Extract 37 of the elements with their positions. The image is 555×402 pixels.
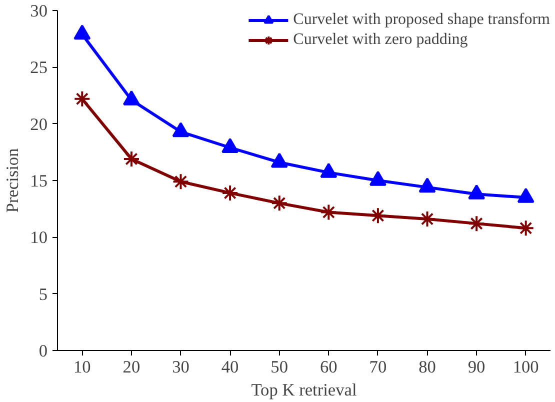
x-tick-label: 70 — [369, 358, 387, 376]
point — [418, 178, 436, 193]
x-tick-label: 20 — [122, 358, 140, 376]
point — [122, 90, 140, 106]
y-axis-title: Precision — [3, 148, 22, 213]
y-tick-label: 20 — [30, 114, 48, 134]
y-tick-label: 30 — [30, 2, 48, 20]
point — [369, 207, 386, 224]
y-tick-label: 15 — [30, 172, 48, 190]
point — [172, 122, 190, 138]
point — [517, 220, 534, 237]
point — [320, 204, 338, 221]
point — [222, 138, 239, 153]
y-tick-label: 10 — [30, 228, 48, 248]
x-tick-label: 90 — [468, 358, 486, 376]
legend-label: Curvelet with proposed shape transform — [293, 11, 550, 29]
x-tick-label: 40 — [221, 358, 239, 376]
point — [270, 194, 288, 212]
point — [468, 215, 486, 232]
point — [270, 152, 288, 168]
legend-label: Curvelet with zero padding — [293, 31, 468, 49]
x-axis-title: Top K retrieval — [251, 380, 357, 400]
y-tick-label: 5 — [38, 284, 48, 304]
point — [122, 150, 140, 168]
y-tick-label: 25 — [30, 58, 48, 78]
y-tick-label: 0 — [38, 342, 48, 360]
x-tick-label: 50 — [270, 358, 288, 376]
x-tick-label: 10 — [73, 358, 91, 376]
x-tick-label: 80 — [418, 358, 436, 376]
point — [222, 184, 239, 202]
x-tick-label: 100 — [512, 358, 539, 376]
x-tick-label: 60 — [320, 358, 338, 376]
x-tick-label: 30 — [172, 358, 190, 376]
point — [320, 162, 338, 178]
point — [74, 24, 91, 40]
point — [369, 170, 386, 186]
point — [172, 173, 190, 190]
